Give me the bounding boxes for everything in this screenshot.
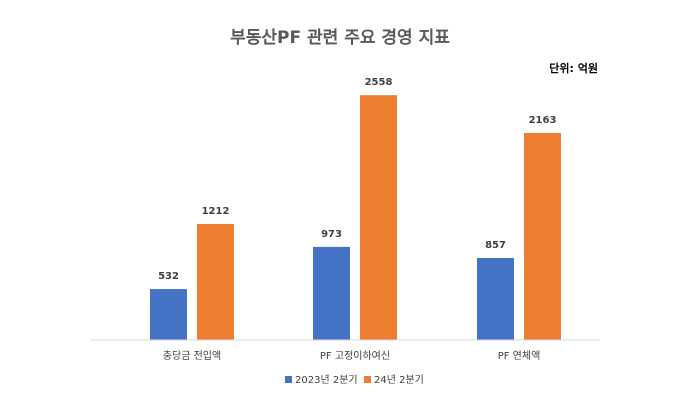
unit-label: 단위: 억원: [549, 61, 598, 75]
data-label-series2-1: 2558: [365, 77, 393, 88]
legend: 2023년 2분기 24년 2분기: [285, 374, 424, 386]
chart-title: 부동산PF 관련 주요 경영 지표: [230, 28, 450, 48]
category-labels: 충당금 전입액 PF 고정이하여신 PF 연체액: [163, 349, 540, 362]
bar-series1-0: [150, 289, 187, 340]
bar-series2-2: [524, 132, 561, 340]
bar-series1-1: [313, 246, 350, 340]
data-label-series2-0: 1212: [202, 206, 230, 217]
data-label-series1-0: 532: [158, 271, 179, 282]
legend-label-0: 2023년 2분기: [295, 374, 358, 386]
legend-label-1: 24년 2분기: [374, 374, 424, 386]
bar-series2-0: [197, 223, 234, 340]
category-label-1: PF 고정이하여신: [320, 349, 390, 362]
bar-series2-1: [360, 95, 397, 340]
bar-series1-2: [477, 257, 514, 340]
category-label-0: 충당금 전입액: [163, 349, 221, 362]
category-label-2: PF 연체액: [498, 350, 541, 362]
data-label-series2-2: 2163: [529, 115, 557, 126]
data-label-series1-1: 973: [321, 229, 342, 240]
data-label-series1-2: 857: [485, 240, 506, 251]
plot-area: 532 1212 973 2558 857 2163: [150, 77, 561, 340]
legend-swatch-1: [364, 376, 371, 383]
legend-swatch-0: [285, 376, 292, 383]
